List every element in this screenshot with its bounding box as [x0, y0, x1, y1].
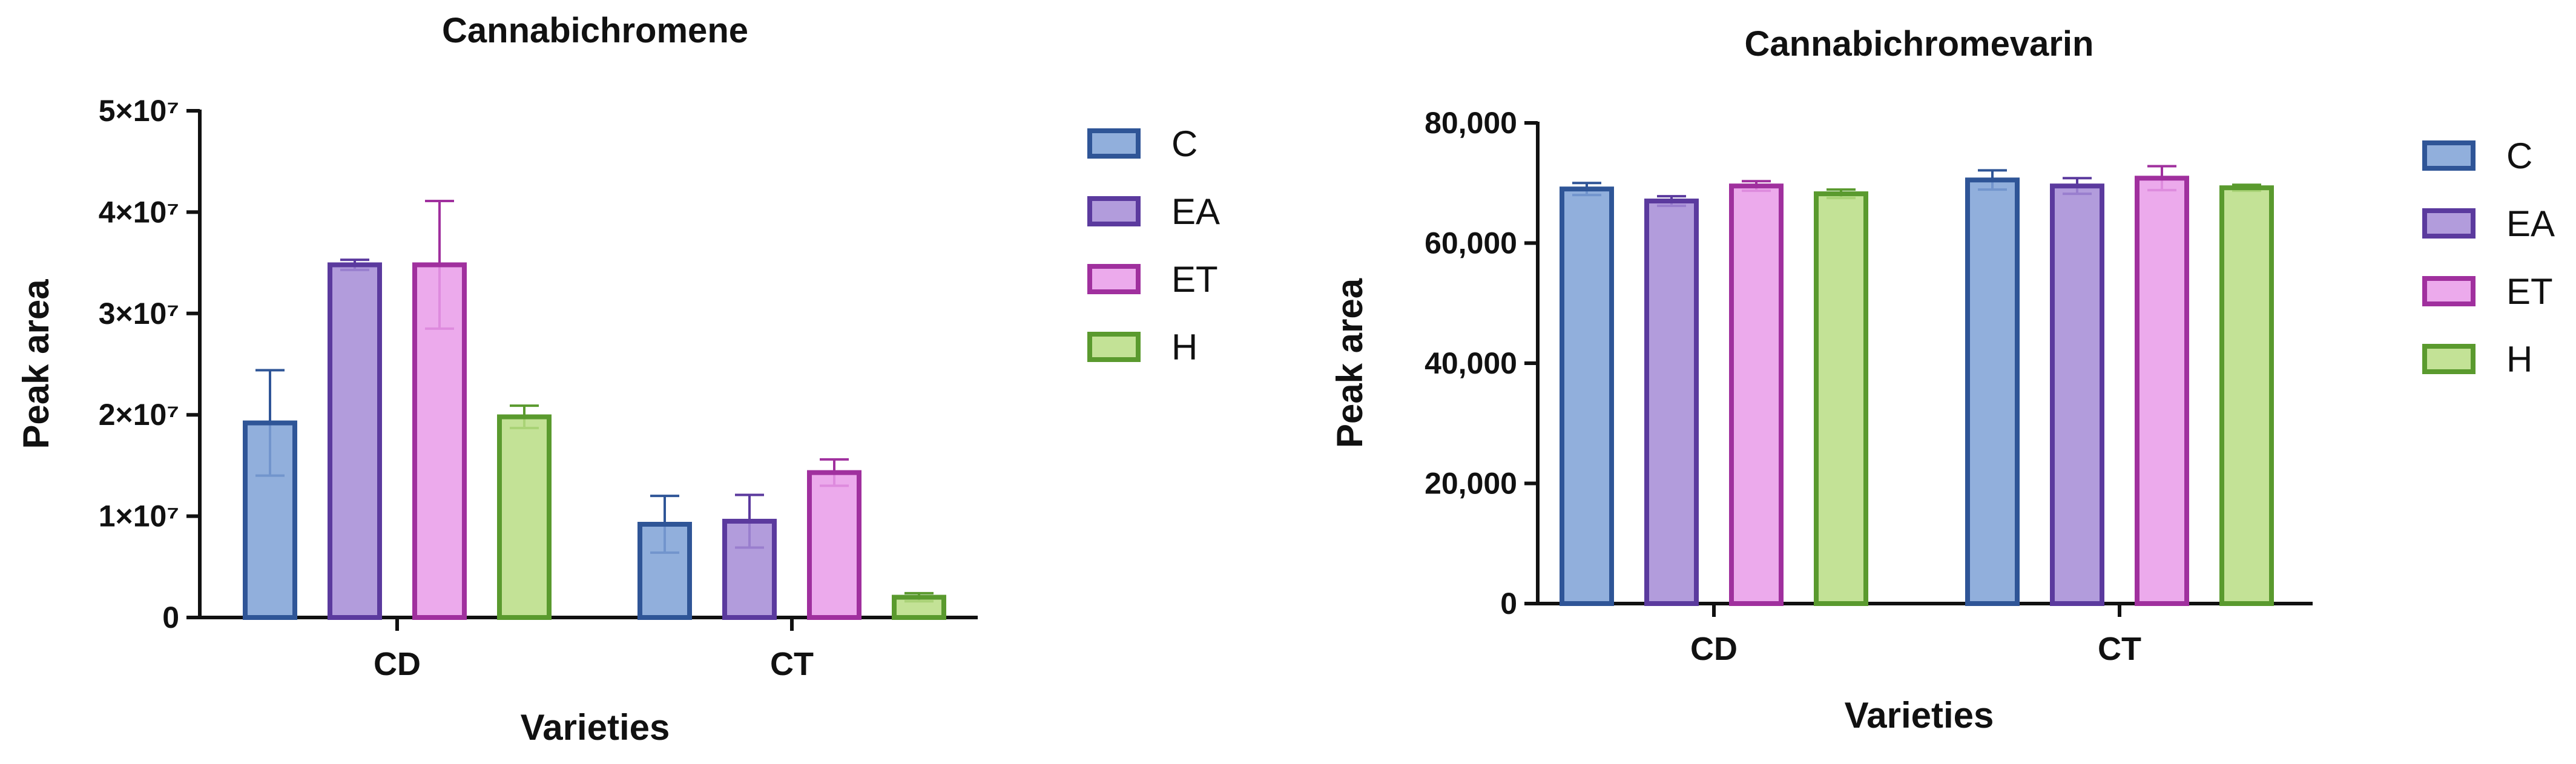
chart-2: Cannabichromevarin 0 20,000 40,000 60,000 80,…	[1329, 24, 2555, 736]
chart-title: Cannabichromevarin	[1745, 24, 2094, 64]
legend-label-h: H	[2506, 339, 2532, 380]
legend: C EA ET H	[1087, 123, 1220, 367]
legend-label-h: H	[1171, 327, 1197, 367]
legend-swatch-et	[2422, 276, 2476, 306]
bar-c-ct	[637, 521, 692, 620]
legend-label-ea: EA	[2506, 203, 2555, 244]
x-tick-label: CT	[770, 646, 814, 682]
legend-swatch-c	[1087, 128, 1141, 159]
bar-ea-cd	[1644, 199, 1699, 606]
y-tick-label: 1×10⁷	[99, 499, 179, 533]
legend: C EA ET H	[2422, 136, 2555, 380]
y-tick-label: 0	[1500, 587, 1517, 621]
legend-label-c: C	[2506, 136, 2532, 176]
y-tick-label: 60,000	[1425, 226, 1517, 260]
bar-et-cd	[412, 262, 467, 620]
y-tick-label: 80,000	[1425, 106, 1517, 140]
chart-1: Cannabichromene 0 1×10⁷ 2×10⁷ 3×10⁷ 4×10⁷ 5×10…	[16, 11, 1220, 748]
y-tick-label: 3×10⁷	[99, 297, 179, 331]
legend-swatch-et	[1087, 264, 1141, 294]
bar-h-ct	[2219, 185, 2274, 606]
y-tick-label: 0	[162, 601, 179, 634]
y-tick-label: 2×10⁷	[99, 398, 179, 432]
x-tick-label: CT	[2098, 631, 2141, 667]
legend-swatch-h	[1087, 332, 1141, 362]
legend-swatch-c	[2422, 140, 2476, 171]
bar-c-cd	[243, 420, 297, 620]
legend-swatch-ea	[1087, 196, 1141, 226]
bar-ea-ct	[2050, 183, 2104, 606]
y-axis-title: Peak area	[16, 279, 56, 449]
legend-swatch-ea	[2422, 208, 2476, 239]
legend-label-et: ET	[1171, 259, 1218, 300]
bar-ea-ct	[722, 518, 777, 620]
y-tick-label: 20,000	[1425, 467, 1517, 501]
legend-label-et: ET	[2506, 271, 2553, 312]
legend-swatch-h	[2422, 344, 2476, 374]
bar-h-cd	[1814, 191, 1868, 606]
bar-ea-cd	[328, 262, 382, 620]
bar-et-ct	[2135, 176, 2189, 606]
bar-et-ct	[807, 470, 861, 620]
legend-label-c: C	[1171, 123, 1197, 164]
legend-label-ea: EA	[1171, 191, 1220, 232]
x-tick-label: CD	[1690, 631, 1738, 667]
y-tick-label: 4×10⁷	[99, 195, 179, 229]
bar-et-cd	[1729, 183, 1784, 606]
bar-c-cd	[1560, 186, 1614, 606]
chart-title: Cannabichromene	[442, 11, 748, 50]
bar-h-ct	[892, 594, 946, 621]
x-tick-label: CD	[374, 646, 421, 682]
x-axis-title: Varieties	[1845, 695, 1994, 736]
y-tick-label: 5×10⁷	[99, 94, 179, 128]
x-axis-title: Varieties	[521, 707, 670, 748]
bar-h-cd	[497, 414, 552, 620]
bar-c-ct	[1965, 177, 2020, 607]
y-axis-title: Peak area	[1329, 278, 1370, 448]
y-tick-label: 40,000	[1425, 346, 1517, 380]
